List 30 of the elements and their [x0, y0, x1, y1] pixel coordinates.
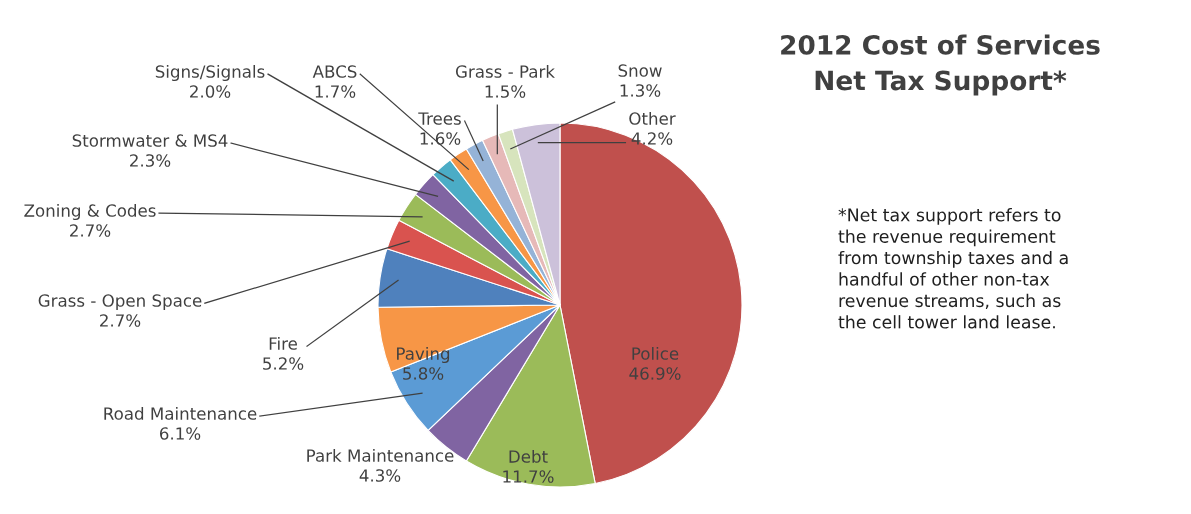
slice-label: Debt: [509, 449, 548, 463]
slice-label: Fire: [269, 336, 297, 350]
slice-label: Stormwater & MS4: [72, 134, 228, 147]
data-label: 2.0%: [190, 85, 231, 98]
slice-label: Grass - Open Space: [38, 294, 202, 311]
slice-label: Snow: [618, 64, 662, 77]
slice-label: Zoning & Codes: [24, 203, 156, 221]
slice-label: Trees: [418, 112, 461, 125]
data-label: 4.2%: [631, 132, 673, 145]
data-label: 5.2%: [263, 357, 304, 370]
data-label: 2.3%: [130, 154, 171, 167]
data-label: 1.7%: [315, 85, 356, 98]
slice-label: Road Maintenance: [104, 406, 257, 420]
data-label: 2.7%: [70, 224, 111, 237]
slice-label: Park Maintenance: [307, 448, 454, 462]
slice-label: Grass - Park: [455, 64, 555, 78]
slice-label: ABCS: [312, 65, 357, 78]
slice-label: Other: [629, 111, 676, 125]
data-label: 5.8%: [403, 367, 444, 380]
text: *Net tax support refers to the revenue requirement from township taxes and a handful of other non-tax revenue streams, such as the cell tower land lease.: [838, 208, 1068, 329]
slice-label: Police: [632, 346, 679, 360]
data-label: 6.1%: [159, 427, 201, 440]
data-label: 1.3%: [620, 84, 661, 97]
data-label: 46.9%: [629, 367, 681, 380]
data-label: 4.3%: [359, 469, 401, 482]
slice-label: Signs/Signals: [155, 64, 265, 82]
data-label: 11.7%: [503, 470, 554, 483]
data-label: 2.7%: [100, 314, 141, 327]
data-label: 1.5%: [485, 85, 526, 98]
text: 2012 Cost of Services Net Tax Support*: [781, 34, 1100, 96]
